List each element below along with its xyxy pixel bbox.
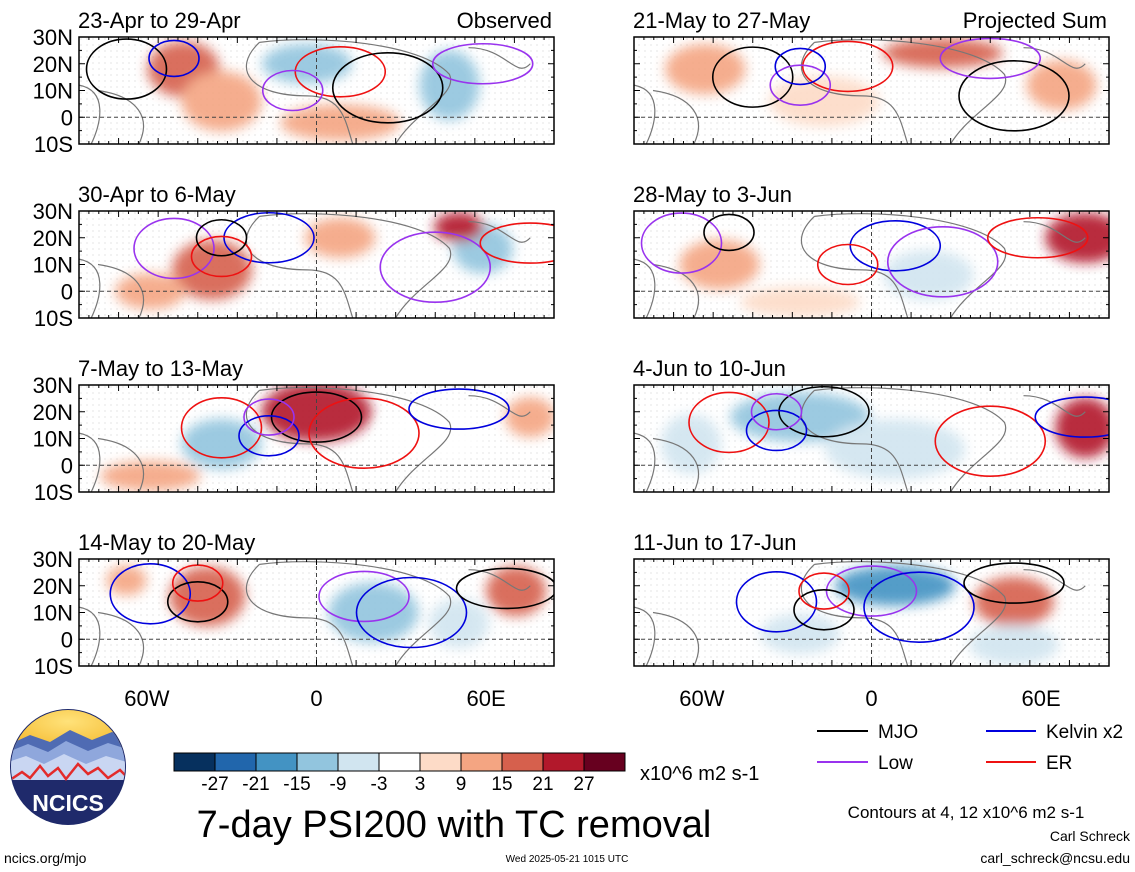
legend-label-er: ER (1046, 753, 1072, 774)
colorbar-tick-label: 9 (456, 774, 467, 795)
map-panel: 7-May to 13-May (78, 356, 555, 493)
panel-period-label: 23-Apr to 29-Apr (78, 8, 241, 33)
colorbar-swatch (501, 752, 544, 772)
ncics-logo: NCICS (10, 709, 126, 825)
colorbar-swatch (337, 752, 380, 772)
panel-period-label: 4-Jun to 10-Jun (633, 356, 786, 381)
lon-tick-label: 60E (466, 686, 505, 711)
colorbar: -27 -21 -15 -9 -3 3 9 15 21 27 (173, 752, 626, 795)
map-panel: 4-Jun to 10-Jun (633, 356, 1110, 493)
colorbar-units: x10^6 m2 s-1 (640, 763, 759, 785)
lon-tick-label: 60W (679, 686, 724, 711)
colorbar-swatch (173, 752, 216, 772)
lat-tick-label: 0 (61, 453, 73, 478)
map-panel: 23-Apr to 29-Apr Observed (78, 8, 555, 145)
colorbar-tick-label: -9 (330, 774, 347, 795)
lon-tick-label: 60W (124, 686, 169, 711)
map-panel: 21-May to 27-May Projected Sum (633, 8, 1110, 145)
panel-tag-label: Projected Sum (963, 8, 1107, 33)
map-panel: 30-Apr to 6-May (78, 182, 555, 319)
lat-tick-label: 20N (33, 574, 73, 599)
colorbar-tick-label: 27 (573, 774, 594, 795)
legend: MJO Kelvin x2 Low ER Contours at 4, 12 x… (817, 722, 1123, 822)
lat-tick-label: 0 (61, 627, 73, 652)
colorbar-swatch (378, 752, 421, 772)
footer-author: Carl Schreck (1050, 828, 1131, 844)
panel-period-label: 28-May to 3-Jun (633, 182, 792, 207)
colorbar-swatch (542, 752, 585, 772)
colorbar-swatch (460, 752, 503, 772)
lon-tick-label: 60E (1021, 686, 1060, 711)
panel-period-label: 21-May to 27-May (633, 8, 810, 33)
lat-tick-label: 30N (33, 373, 73, 398)
contours-note: Contours at 4, 12 x10^6 m2 s-1 (848, 803, 1085, 822)
figure-title: 7-day PSI200 with TC removal (197, 804, 712, 846)
lat-tick-label: 10S (34, 306, 73, 331)
lat-tick-label: 20N (33, 52, 73, 77)
lat-tick-label: 30N (33, 25, 73, 50)
colorbar-tick-label: -15 (283, 774, 310, 795)
colorbar-tick-label: 21 (532, 774, 553, 795)
panel-period-label: 30-Apr to 6-May (78, 182, 236, 207)
lat-tick-label: 20N (33, 226, 73, 251)
lat-tick-label: 10N (33, 253, 73, 278)
logo-text: NCICS (32, 790, 104, 816)
footer-url: ncics.org/mjo (4, 850, 87, 866)
colorbar-tick-label: 3 (415, 774, 426, 795)
colorbar-swatch (296, 752, 339, 772)
lat-tick-label: 30N (33, 547, 73, 572)
lat-tick-label: 0 (61, 279, 73, 304)
lat-tick-label: 20N (33, 400, 73, 425)
lat-tick-label: 10S (34, 654, 73, 679)
legend-label-low: Low (878, 753, 913, 774)
colorbar-swatch (214, 752, 257, 772)
colorbar-swatch (419, 752, 462, 772)
lon-tick-label: 0 (310, 686, 322, 711)
map-panel: 14-May to 20-May (78, 530, 555, 667)
colorbar-tick-label: -21 (242, 774, 269, 795)
map-panel: 11-Jun to 17-Jun (633, 530, 1110, 667)
colorbar-swatch (255, 752, 298, 772)
panel-tag-label: Observed (457, 8, 552, 33)
footer-timestamp: Wed 2025-05-21 1015 UTC (506, 854, 629, 865)
colorbar-tick-label: 15 (491, 774, 512, 795)
lat-tick-label: 10S (34, 132, 73, 157)
lat-tick-label: 0 (61, 105, 73, 130)
footer-email: carl_schreck@ncsu.edu (980, 850, 1130, 866)
panel-period-label: 14-May to 20-May (78, 530, 255, 555)
map-panel: 28-May to 3-Jun (633, 182, 1110, 319)
legend-label-kelvin: Kelvin x2 (1046, 722, 1123, 743)
lon-tick-label: 0 (865, 686, 877, 711)
colorbar-swatch (583, 752, 626, 772)
colorbar-tick-label: -3 (371, 774, 388, 795)
lat-tick-label: 10S (34, 480, 73, 505)
legend-label-mjo: MJO (878, 722, 918, 743)
colorbar-tick-label: -27 (201, 774, 228, 795)
lat-tick-label: 30N (33, 199, 73, 224)
panel-period-label: 11-Jun to 17-Jun (633, 530, 796, 555)
lat-tick-label: 10N (33, 601, 73, 626)
lat-tick-label: 10N (33, 79, 73, 104)
panel-period-label: 7-May to 13-May (78, 356, 243, 381)
lat-tick-label: 10N (33, 427, 73, 452)
